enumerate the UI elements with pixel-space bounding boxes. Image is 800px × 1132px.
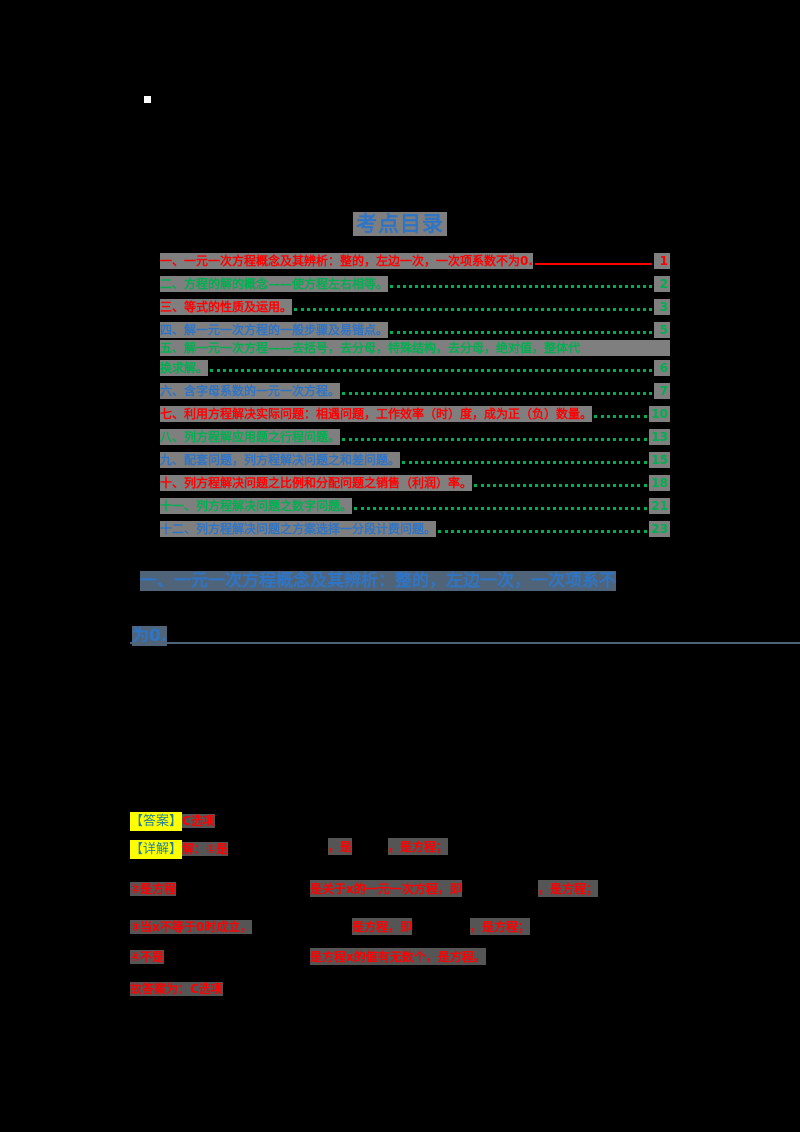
leader-line (354, 507, 648, 510)
leader-line (390, 285, 652, 288)
toc-entry-9[interactable]: 九、配套问题，列方程解决问题之和差问题。 15 (160, 452, 670, 468)
toc-entry-5[interactable]: 五、解一元一次方程——去括号，去分母，特殊结构，去分母，绝对值，整体代 换求解。… (160, 340, 670, 376)
toc-entry-10[interactable]: 十、列方程解决问题之比例和分配问题之销售（利润）率。 18 (160, 475, 670, 491)
toc-entry-1[interactable]: 一、一元一次方程概念及其辨析：整的，左边一次，一次项系数不为0. 1 (160, 253, 670, 269)
detail-tag: 【详解】 (130, 840, 183, 859)
leader-line (402, 461, 648, 464)
toc-entry-4[interactable]: 四、解一元一次方程的一般步骤及易错点。 5 (160, 322, 670, 338)
toc-entry-7[interactable]: 七、利用方程解决实际问题：相遇问题，工作效率（时）度，成为正（负）数量。 10 (160, 406, 670, 422)
detail-line-3: ③当x不等于0时成立， 是方程，即 ，是方程； (130, 918, 531, 935)
table-of-contents: 一、一元一次方程概念及其辨析：整的，左边一次，一次项系数不为0. 1 二、方程的解… (160, 246, 670, 537)
answer-tag: 【答案】 (130, 812, 183, 831)
leader-line (210, 369, 652, 372)
detail-line-4: ④不是 是方程x的值有无数个，是方程。 (130, 948, 486, 965)
detail-line-5: 故答案为：C选项 (130, 982, 223, 996)
bullet-marker (144, 96, 151, 103)
toc-entry-3[interactable]: 三、等式的性质及运用。 3 (160, 299, 670, 315)
leader-line (594, 415, 648, 418)
leader-line (534, 263, 652, 265)
leader-line (342, 392, 652, 395)
leader-line (342, 438, 648, 441)
toc-entry-2[interactable]: 二、方程的解的概念——使方程左右相等。 2 (160, 276, 670, 292)
leader-line (438, 530, 648, 533)
toc-title: 考点目录 (0, 208, 800, 238)
answer-line: 【答案】C选项 (130, 812, 215, 831)
leader-line (390, 331, 652, 334)
section-heading: 一、一元一次方程概念及其辨析：整的，左边一次，一次项系不 为0. (132, 571, 616, 646)
toc-entry-8[interactable]: 八、列方程解应用题之行程问题。 13 (160, 429, 670, 445)
detail-line-1: 【详解】解：①是 ，是 ，是方程； (130, 838, 449, 859)
leader-line (474, 484, 648, 487)
detail-line-2: ②是方程 是关于x的一元一次方程，即 ，是方程； (130, 880, 599, 897)
heading-underline (130, 642, 800, 644)
toc-entry-12[interactable]: 十二、列方程解决问题之方案选择一分段计费问题。 23 (160, 521, 670, 537)
leader-line (294, 308, 652, 311)
toc-entry-11[interactable]: 十一、列方程解决问题之数字问题。 21 (160, 498, 670, 514)
toc-entry-6[interactable]: 六、含字母系数的一元一次方程。 7 (160, 383, 670, 399)
